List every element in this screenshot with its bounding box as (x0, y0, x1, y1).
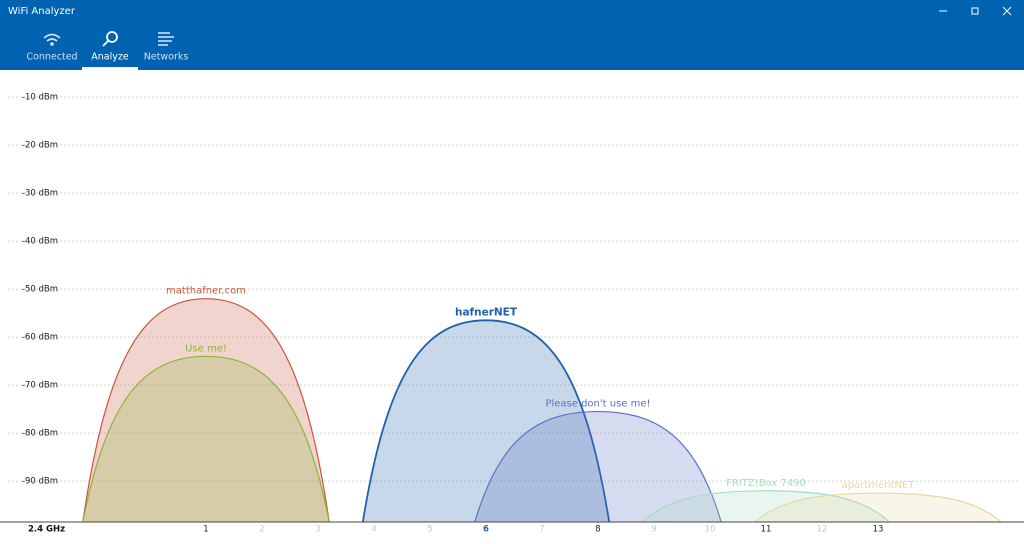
x-tick-label: 5 (427, 525, 432, 535)
network-label: Please don't use me! (545, 399, 650, 410)
nav-tab[interactable]: Connected (26, 52, 77, 63)
y-tick-label: -10 dBm (22, 93, 58, 103)
network-label: hafnerNET (455, 306, 518, 318)
nav-tab-indicator (82, 67, 138, 70)
x-tick-label: 1 (203, 525, 208, 535)
y-tick-label: -80 dBm (22, 429, 58, 439)
signal-curve (642, 490, 890, 523)
x-tick-label: 6 (483, 525, 489, 535)
restore-button[interactable] (971, 7, 979, 15)
x-tick-label: 3 (315, 525, 320, 535)
x-tick-label: 7 (539, 525, 544, 535)
signal-curve (82, 298, 330, 523)
network-label: matthafner.com (166, 286, 246, 297)
nav-tab-label: Analyze (91, 52, 129, 63)
y-tick-label: -60 dBm (22, 333, 58, 343)
connected-icon (43, 33, 61, 46)
x-tick-label: 13 (873, 525, 884, 535)
signal-curve (361, 319, 611, 523)
nav-tab-label: Networks (144, 52, 189, 63)
signal-curve (82, 355, 330, 523)
y-tick-label: -30 dBm (22, 189, 58, 199)
x-tick-label: 9 (651, 525, 656, 535)
network-label: apartmentNET (842, 480, 916, 491)
window-title: WiFi Analyzer (8, 6, 76, 17)
window-controls (939, 6, 1012, 16)
signal-curve (754, 492, 1002, 523)
y-tick-label: -90 dBm (22, 477, 58, 487)
header (0, 0, 1024, 70)
nav-tab[interactable]: Analyze (82, 52, 138, 71)
y-tick-label: -70 dBm (22, 381, 58, 391)
nav-tab[interactable]: Networks (144, 52, 189, 63)
x-tick-label: 12 (817, 525, 828, 535)
x-tick-label: 4 (371, 525, 376, 535)
y-tick-label: -20 dBm (22, 141, 58, 151)
y-tick-label: -50 dBm (22, 285, 58, 295)
x-tick-label: 8 (595, 525, 600, 535)
networks-icon (158, 32, 174, 46)
x-axis-label: 2.4 GHz (28, 525, 65, 535)
x-tick-label: 2 (259, 525, 264, 535)
close-button[interactable] (1002, 6, 1012, 16)
y-tick-label: -40 dBm (22, 237, 58, 247)
x-tick-label: 10 (705, 525, 716, 535)
analyze-icon (102, 31, 118, 47)
nav-tab-label: Connected (26, 52, 77, 63)
network-label: FRITZ!Box 7490 (726, 478, 806, 489)
signal-curve (474, 410, 722, 523)
x-tick-label: 11 (761, 525, 772, 535)
network-label: Use me! (185, 343, 227, 354)
